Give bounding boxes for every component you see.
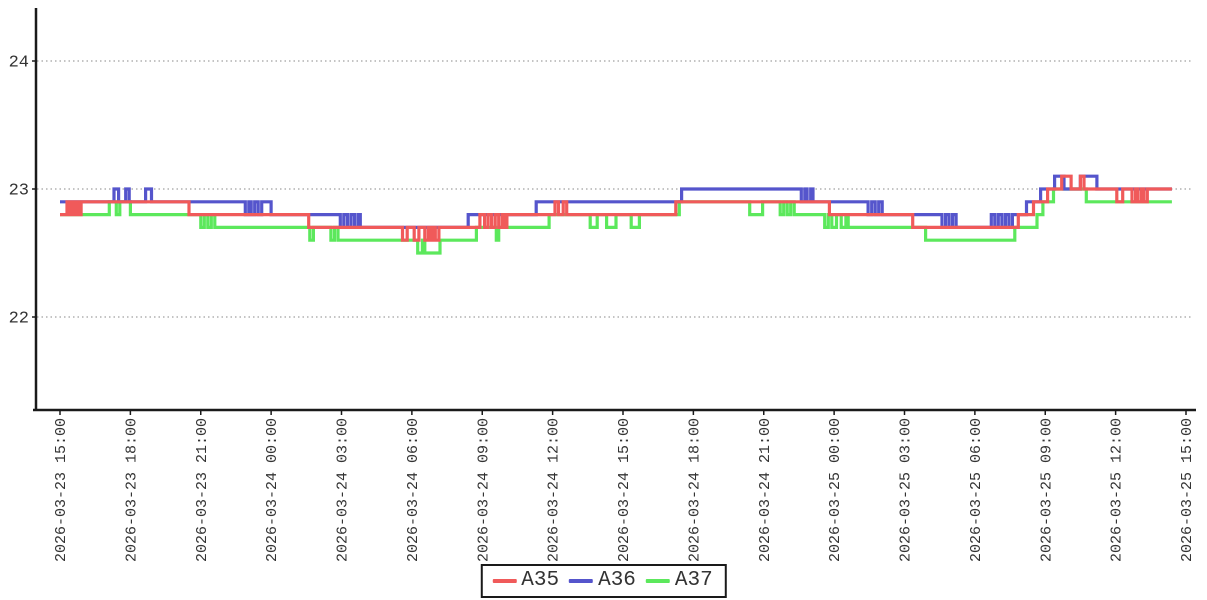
series-line-a35 bbox=[60, 174, 1172, 242]
x-tick-label: 2026-03-24 06:00 bbox=[405, 418, 422, 562]
x-tick-label: 2026-03-23 18:00 bbox=[123, 418, 140, 562]
legend-item-a36: A36 bbox=[569, 569, 636, 592]
legend-dash-a37-icon bbox=[645, 578, 670, 583]
legend-item-a35: A35 bbox=[492, 569, 559, 592]
legend-label-a35: A35 bbox=[521, 569, 560, 592]
y-tick-label: 23 bbox=[9, 182, 29, 201]
legend-label-a36: A36 bbox=[598, 569, 636, 592]
x-tick-label: 2026-03-25 12:00 bbox=[1109, 418, 1126, 562]
x-tick-label: 2026-03-24 18:00 bbox=[686, 418, 703, 562]
x-tick-label: 2026-03-24 15:00 bbox=[616, 418, 633, 562]
y-tick-label: 22 bbox=[9, 310, 29, 329]
x-tick-label: 2026-03-24 03:00 bbox=[335, 418, 352, 562]
y-tick-label: 24 bbox=[9, 54, 29, 73]
x-tick-label: 2026-03-25 15:00 bbox=[1179, 418, 1196, 562]
x-tick-label: 2026-03-25 00:00 bbox=[827, 418, 844, 562]
x-tick-label: 2026-03-25 09:00 bbox=[1038, 418, 1055, 562]
x-tick-label: 2026-03-23 15:00 bbox=[53, 418, 70, 562]
legend-item-a37: A37 bbox=[645, 569, 713, 592]
x-tick-label: 2026-03-25 06:00 bbox=[968, 418, 985, 562]
x-tick-label: 2026-03-24 21:00 bbox=[757, 418, 774, 562]
legend: A35 A36 A37 bbox=[480, 564, 727, 599]
x-tick-label: 2026-03-25 03:00 bbox=[898, 418, 915, 562]
x-tick-label: 2026-03-24 09:00 bbox=[475, 418, 492, 562]
series-line-a36 bbox=[60, 174, 1172, 229]
legend-dash-a36-icon bbox=[569, 578, 594, 583]
x-tick-label: 2026-03-24 12:00 bbox=[546, 418, 563, 562]
legend-dash-a35-icon bbox=[492, 578, 517, 583]
x-tick-label: 2026-03-23 21:00 bbox=[194, 418, 211, 562]
legend-label-a37: A37 bbox=[674, 569, 713, 592]
x-tick-label: 2026-03-24 00:00 bbox=[264, 418, 281, 562]
